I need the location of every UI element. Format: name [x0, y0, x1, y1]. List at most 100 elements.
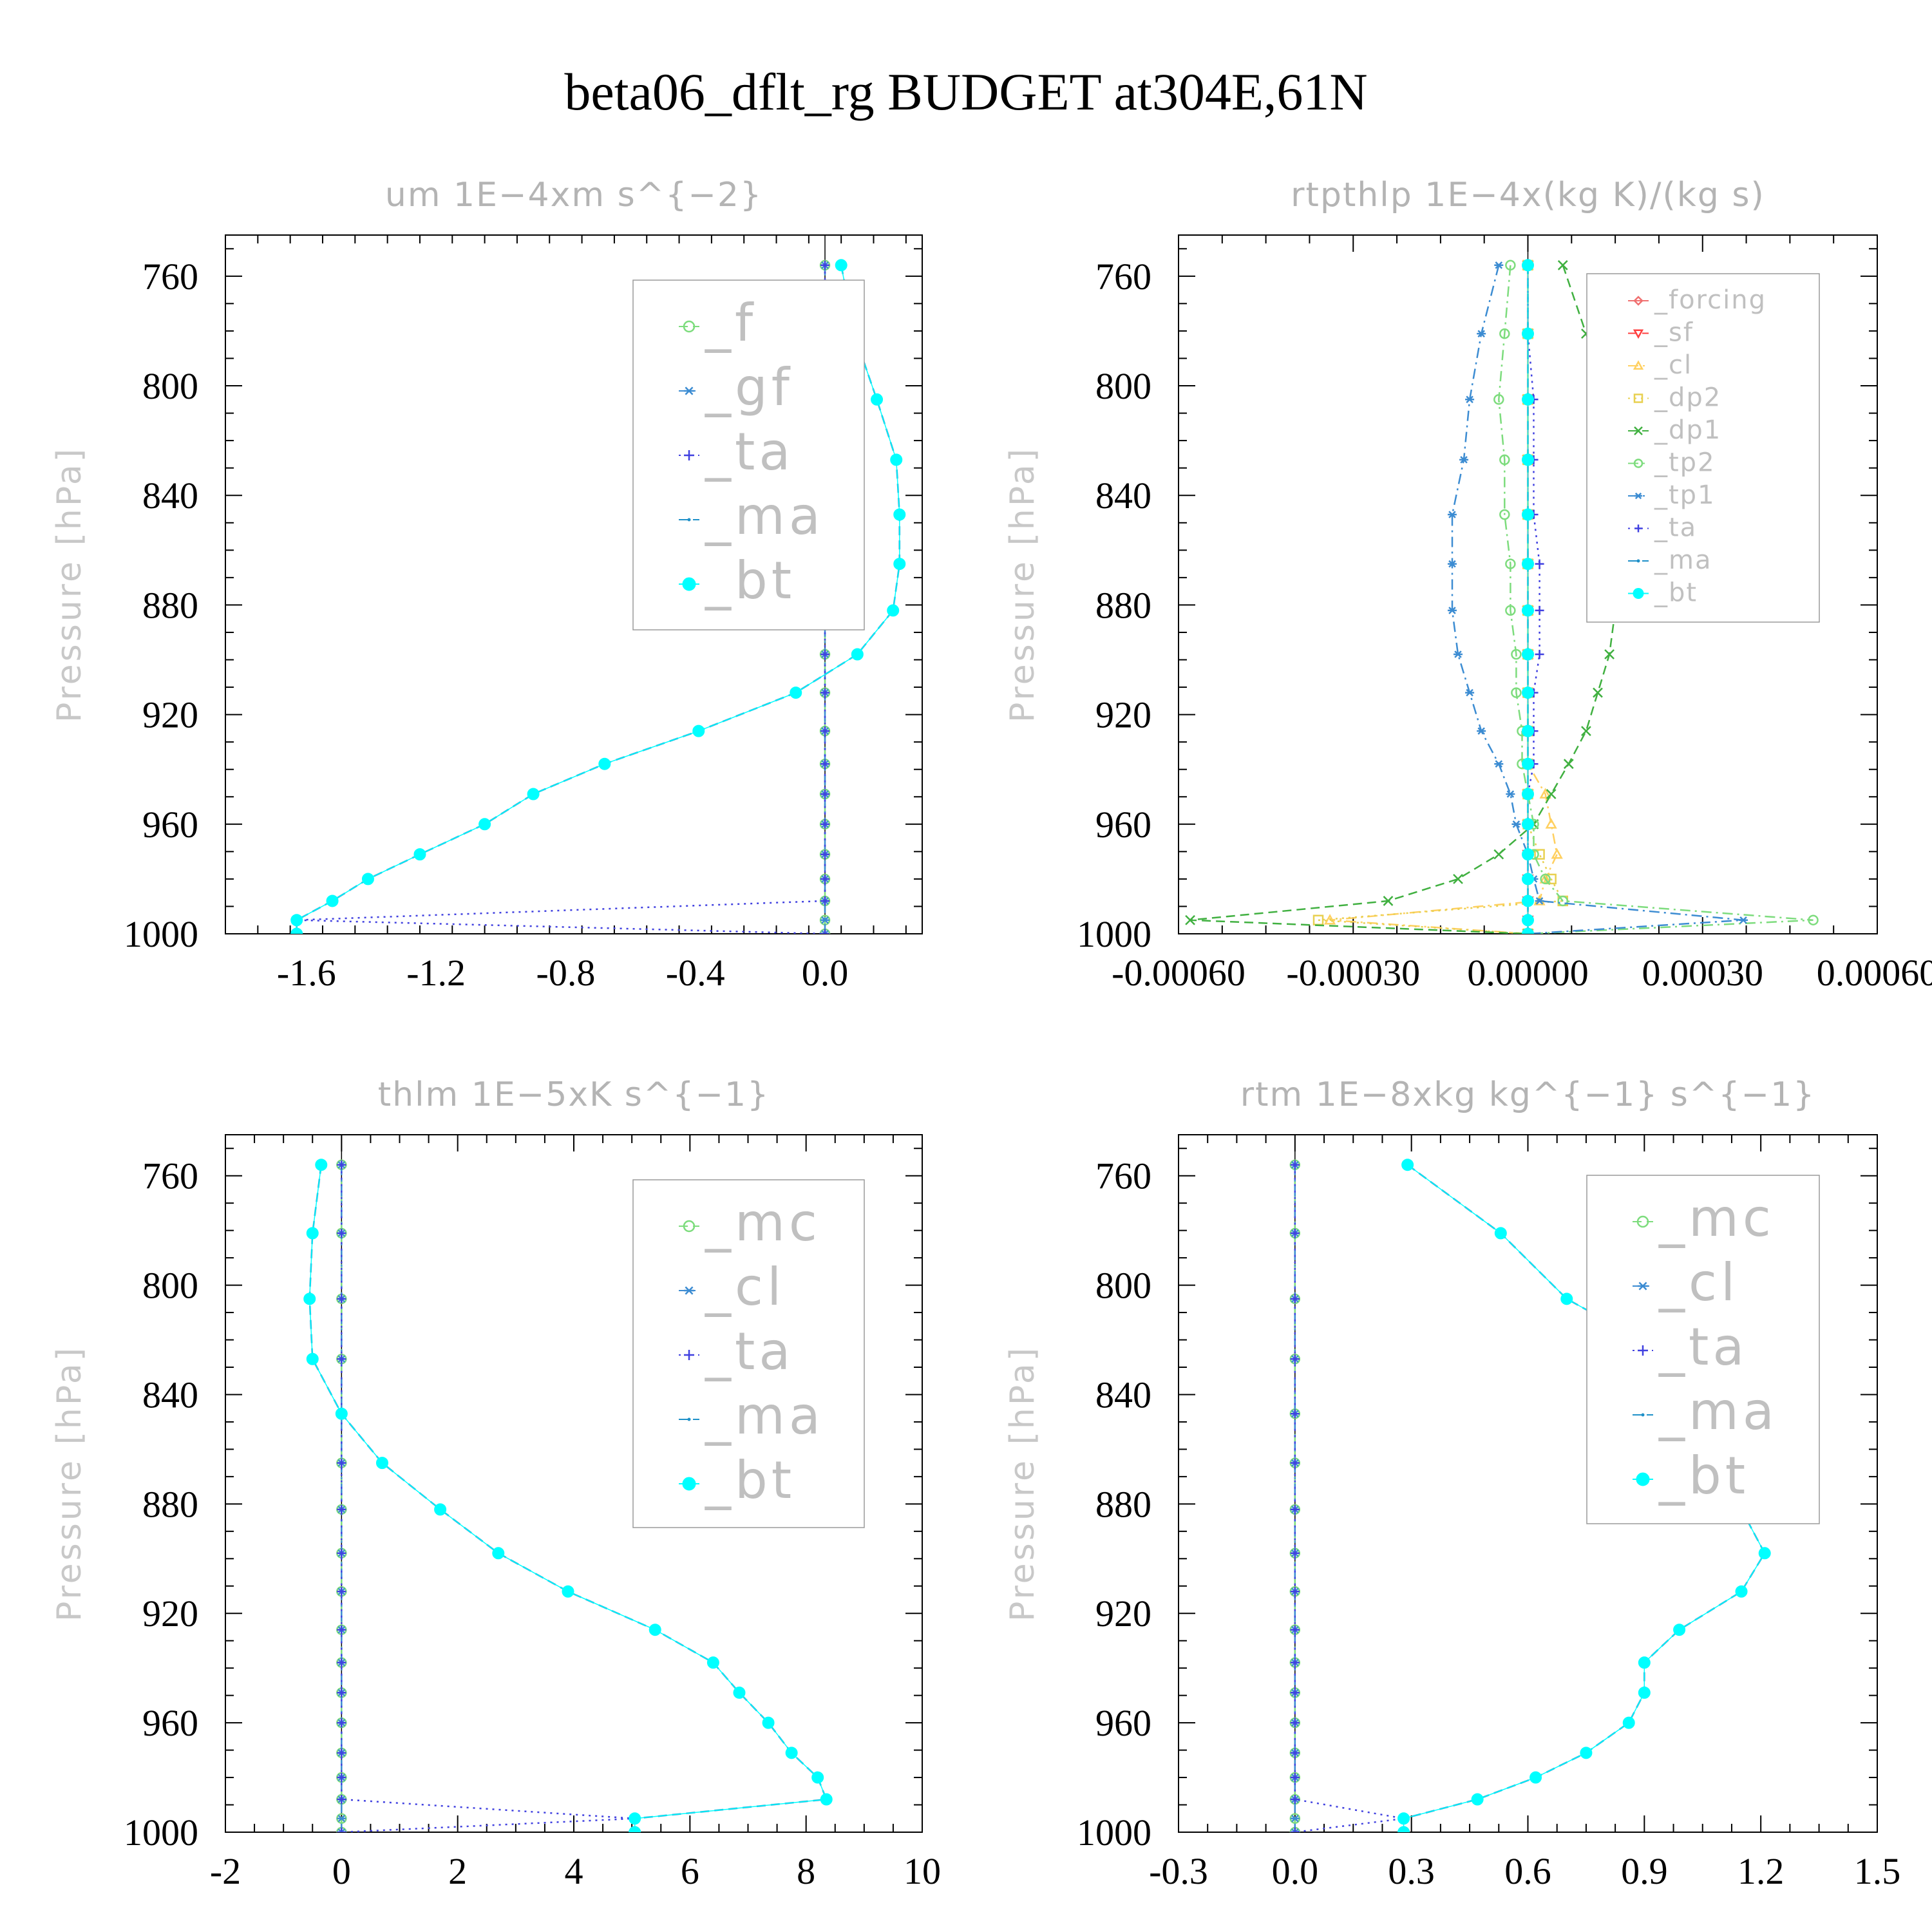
- legend-marker: [1633, 296, 1643, 306]
- legend-marker: [1638, 1282, 1648, 1291]
- data-point: [337, 1587, 346, 1596]
- y-tick-label: 880: [1095, 1483, 1151, 1525]
- data-point: [375, 1457, 388, 1470]
- data-point: [1511, 820, 1521, 828]
- legend-label: _f: [705, 293, 757, 353]
- data-point: [337, 1688, 346, 1698]
- data-point: [337, 1814, 346, 1823]
- data-point: [893, 508, 906, 521]
- data-point: [1522, 895, 1534, 907]
- data-point: [306, 1352, 319, 1365]
- data-point: [1808, 914, 1819, 925]
- y-tick-label: 880: [142, 584, 198, 626]
- data-point: [337, 1228, 346, 1238]
- data-point: [1477, 330, 1486, 337]
- data-point: [1638, 1656, 1651, 1669]
- data-point: [337, 1504, 346, 1514]
- y-tick-label: 920: [1095, 1593, 1151, 1634]
- legend-label: _mc: [1658, 1188, 1775, 1248]
- x-tick-label: -2: [210, 1850, 241, 1892]
- data-point: [337, 1625, 346, 1634]
- data-point: [1534, 849, 1545, 860]
- data-point: [1581, 726, 1591, 737]
- legend-label: _sf: [1654, 318, 1694, 348]
- y-tick-label: 840: [1095, 475, 1151, 516]
- data-point: [1539, 873, 1551, 884]
- legend-box: [632, 279, 865, 630]
- plot-frame: [225, 234, 923, 934]
- legend-marker: [683, 1220, 696, 1233]
- data-point: [478, 818, 491, 831]
- y-tick-label: 840: [142, 475, 198, 516]
- data-point: [820, 688, 830, 697]
- data-point: [1477, 727, 1486, 735]
- series-line-dp1: [1189, 265, 1622, 934]
- legend-box: [632, 1179, 865, 1528]
- data-point: [337, 1294, 346, 1303]
- data-point: [1522, 914, 1534, 927]
- data-point: [1557, 895, 1568, 907]
- x-tick-label: -0.3: [1149, 1850, 1208, 1892]
- data-point: [1522, 873, 1534, 886]
- data-point: [1758, 1547, 1771, 1560]
- data-point: [337, 1773, 346, 1783]
- data-point: [1290, 1354, 1300, 1364]
- data-point: [303, 1293, 316, 1305]
- legend-marker: [682, 577, 696, 591]
- data-point: [1454, 650, 1463, 658]
- data-point: [1522, 558, 1534, 571]
- data-point: [361, 873, 374, 886]
- data-point: [1494, 760, 1504, 768]
- y-axis-label: Pressure [hPa]: [1003, 1345, 1042, 1622]
- y-tick-label: 960: [1095, 804, 1151, 846]
- data-point: [1290, 1814, 1300, 1823]
- x-tick-label: 10: [904, 1850, 941, 1892]
- y-ticks: 760 800 840 880 920 960 1000: [124, 1148, 922, 1853]
- data-point: [820, 1793, 833, 1806]
- data-point: [649, 1624, 661, 1636]
- panel-1: um 1E−4xm s^{−2} Pressure [hPa] 760 800 840 8…: [50, 176, 923, 994]
- legend-label: _ma: [1654, 545, 1712, 575]
- legend: _mc_cl_ta_ma_bt: [632, 1179, 865, 1528]
- legend-marker: [687, 1417, 691, 1421]
- series-line-ta: [1294, 1164, 1404, 1832]
- x-tick-label: -0.4: [666, 952, 725, 994]
- data-point: [1290, 1458, 1300, 1468]
- data-point: [790, 687, 802, 699]
- x-tick-label: 0.0: [802, 952, 849, 994]
- data-point: [1290, 1773, 1300, 1783]
- data-point: [1604, 649, 1615, 659]
- series-group: [1185, 259, 1819, 934]
- data-point: [1465, 688, 1475, 697]
- data-point: [337, 1828, 346, 1832]
- y-axis-label: Pressure [hPa]: [1003, 446, 1042, 723]
- legend-label: _forcing: [1654, 285, 1766, 315]
- data-point: [1511, 649, 1522, 660]
- data-point: [1540, 873, 1551, 885]
- legend-label: _ma: [1658, 1381, 1778, 1441]
- panel-2: rtpthlp 1E−4x(kg K)/(kg s) Pressure [hPa]…: [1003, 176, 1932, 994]
- data-point: [1290, 1828, 1300, 1832]
- data-point: [1545, 818, 1557, 829]
- data-point: [811, 1771, 824, 1784]
- data-point: [1290, 1748, 1300, 1757]
- x-tick-label: 4: [565, 1850, 583, 1892]
- data-point: [1290, 1504, 1300, 1514]
- data-point: [337, 1658, 346, 1667]
- panel-title: thlm 1E−5xK s^{−1}: [378, 1075, 770, 1114]
- data-point: [315, 1159, 328, 1171]
- y-tick-label: 800: [142, 365, 198, 407]
- y-tick-label: 840: [142, 1374, 198, 1416]
- x-tick-label: 1.2: [1738, 1850, 1785, 1892]
- data-point: [1185, 914, 1195, 925]
- legend-marker: [1634, 524, 1642, 533]
- legend-marker: [1634, 426, 1643, 435]
- data-point: [1453, 874, 1463, 884]
- y-tick-label: 920: [142, 694, 198, 736]
- legend-label: _bt: [705, 551, 795, 611]
- data-point: [1290, 1228, 1300, 1238]
- data-point: [1522, 757, 1534, 770]
- data-point: [1673, 1624, 1686, 1636]
- data-point: [871, 393, 884, 406]
- legend: _f_gf_ta_ma_bt: [632, 279, 865, 630]
